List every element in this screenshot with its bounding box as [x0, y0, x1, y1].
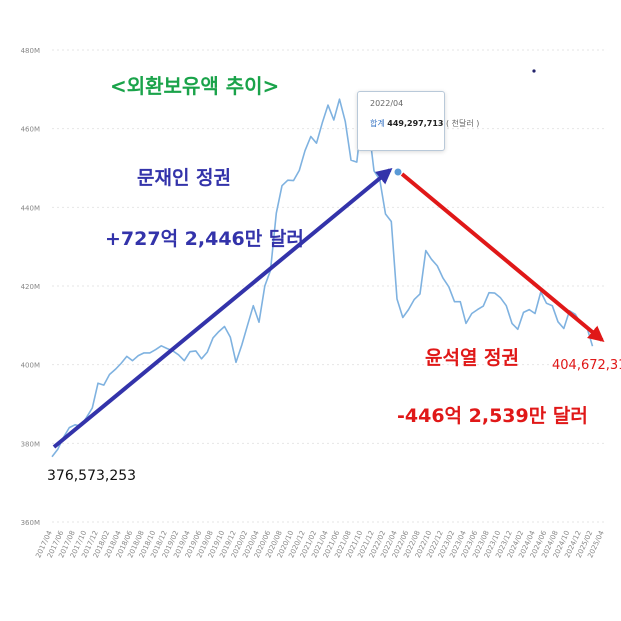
- end-value-label: 404,672,319: [552, 358, 621, 373]
- tooltip-label: 합계: [370, 119, 385, 128]
- y-axis-ticks: 360M 380M 400M 420M 440M 460M 480M: [21, 47, 40, 527]
- y-tick-label: 460M: [21, 126, 40, 134]
- y-tick-label: 480M: [21, 47, 40, 55]
- grid-lines: [52, 49, 604, 523]
- x-axis-ticks: 2017/042017/062017/082017/102017/122018/…: [34, 529, 606, 559]
- tooltip-unit: ( 천달러 ): [446, 119, 480, 128]
- yoon-label: 윤석열 정권: [425, 347, 520, 369]
- tooltip-date: 2022/04: [370, 99, 404, 108]
- dot-mark: [532, 69, 536, 73]
- yoon-trend-arrow: [400, 172, 605, 343]
- moon-trend-arrow: [52, 167, 393, 449]
- tooltip-row: 합계 449,297,713 ( 천달러 ): [370, 118, 479, 129]
- tooltip-value: 449,297,713: [387, 119, 444, 128]
- data-tooltip: 2022/04 합계 449,297,713 ( 천달러 ): [357, 91, 479, 151]
- peak-marker: [393, 167, 403, 177]
- y-tick-label: 360M: [21, 519, 40, 527]
- y-tick-label: 420M: [21, 283, 40, 291]
- moon-change: +727억 2,446만 달러: [105, 228, 304, 250]
- y-tick-label: 380M: [21, 440, 40, 448]
- y-tick-label: 440M: [21, 204, 40, 212]
- start-value-label: 376,573,253: [47, 468, 137, 484]
- chart-title: <외환보유액 추이>: [110, 74, 280, 98]
- reserve-series-line: [51, 98, 594, 458]
- yoon-change: -446억 2,539만 달러: [397, 405, 588, 427]
- y-tick-label: 400M: [21, 362, 40, 370]
- moon-label: 문재인 정권: [137, 167, 232, 189]
